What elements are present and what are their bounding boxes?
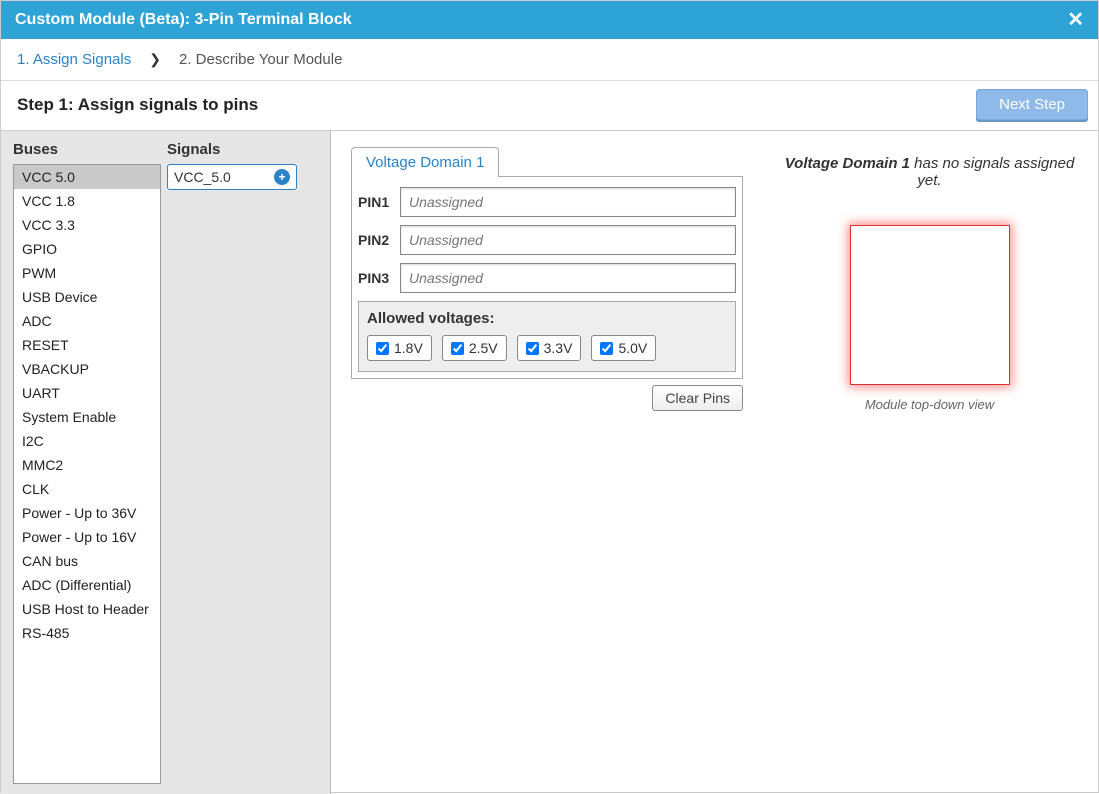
- breadcrumb: 1. Assign Signals ❯ 2. Describe Your Mod…: [1, 39, 1098, 81]
- breadcrumb-step-1[interactable]: 1. Assign Signals: [17, 51, 131, 68]
- pin-row: PIN1: [358, 187, 736, 217]
- bus-item[interactable]: Power - Up to 36V: [14, 501, 160, 525]
- voltage-domain-panel: PIN1 PIN2 PIN3 Allowed voltages: 1.8V 2.5V 3…: [351, 176, 743, 379]
- bus-item[interactable]: I2C: [14, 429, 160, 453]
- breadcrumb-step-2[interactable]: 2. Describe Your Module: [179, 51, 342, 68]
- window-title: Custom Module (Beta): 3-Pin Terminal Blo…: [15, 11, 352, 29]
- pin-row: PIN2: [358, 225, 736, 255]
- voltage-label: 3.3V: [544, 340, 573, 356]
- voltage-option[interactable]: 3.3V: [517, 335, 582, 361]
- voltage-label: 2.5V: [469, 340, 498, 356]
- bus-item[interactable]: VCC 1.8: [14, 189, 160, 213]
- bus-item[interactable]: VCC 5.0: [14, 165, 160, 189]
- pin-row: PIN3: [358, 263, 736, 293]
- bus-item[interactable]: RESET: [14, 333, 160, 357]
- signal-chip[interactable]: VCC_5.0 +: [167, 164, 297, 190]
- bus-item[interactable]: UART: [14, 381, 160, 405]
- right-pane: Voltage Domain 1 has no signals assigned…: [751, 131, 1098, 794]
- domain-name: Voltage Domain 1: [785, 155, 910, 172]
- voltage-option[interactable]: 2.5V: [442, 335, 507, 361]
- voltage-label: 1.8V: [394, 340, 423, 356]
- bus-item[interactable]: USB Host to Header: [14, 597, 160, 621]
- pin-label: PIN1: [358, 194, 400, 210]
- pin-input[interactable]: [400, 187, 736, 217]
- allowed-voltages-box: Allowed voltages: 1.8V 2.5V 3.3V 5.0V: [358, 301, 736, 372]
- signals-column: Signals VCC_5.0 +: [167, 141, 297, 784]
- clear-pins-button[interactable]: Clear Pins: [652, 385, 743, 411]
- bus-item[interactable]: ADC: [14, 309, 160, 333]
- bus-item[interactable]: USB Device: [14, 285, 160, 309]
- bus-item[interactable]: ADC (Differential): [14, 573, 160, 597]
- next-step-button[interactable]: Next Step: [976, 89, 1088, 120]
- titlebar: Custom Module (Beta): 3-Pin Terminal Blo…: [1, 1, 1098, 39]
- domain-msg-rest: has no signals assigned yet.: [910, 155, 1074, 189]
- bus-item[interactable]: CAN bus: [14, 549, 160, 573]
- voltage-option[interactable]: 1.8V: [367, 335, 432, 361]
- bus-item[interactable]: System Enable: [14, 405, 160, 429]
- pin-input[interactable]: [400, 225, 736, 255]
- signal-chip-label: VCC_5.0: [174, 169, 231, 185]
- chevron-right-icon: ❯: [149, 51, 161, 68]
- bus-list[interactable]: VCC 5.0VCC 1.8VCC 3.3GPIOPWMUSB DeviceAD…: [13, 164, 161, 784]
- pin-label: PIN3: [358, 270, 400, 286]
- close-icon[interactable]: ✕: [1067, 10, 1084, 30]
- module-caption: Module top-down view: [781, 397, 1078, 412]
- left-pane: Buses VCC 5.0VCC 1.8VCC 3.3GPIOPWMUSB De…: [1, 131, 331, 794]
- voltage-checkbox[interactable]: [451, 342, 464, 355]
- signals-header: Signals: [167, 141, 297, 158]
- voltage-label: 5.0V: [618, 340, 647, 356]
- bus-item[interactable]: RS-485: [14, 621, 160, 645]
- step-title: Step 1: Assign signals to pins: [17, 95, 258, 115]
- step-header: Step 1: Assign signals to pins Next Step: [1, 81, 1098, 131]
- bus-item[interactable]: MMC2: [14, 453, 160, 477]
- voltage-checkbox[interactable]: [526, 342, 539, 355]
- module-preview: [850, 225, 1010, 385]
- bus-item[interactable]: PWM: [14, 261, 160, 285]
- pin-input[interactable]: [400, 263, 736, 293]
- voltage-option[interactable]: 5.0V: [591, 335, 656, 361]
- tab-voltage-domain-1[interactable]: Voltage Domain 1: [351, 147, 499, 177]
- bus-item[interactable]: VCC 3.3: [14, 213, 160, 237]
- center-pane: Voltage Domain 1 PIN1 PIN2 PIN3 Allowed vo…: [331, 131, 751, 794]
- pin-label: PIN2: [358, 232, 400, 248]
- allowed-voltages-title: Allowed voltages:: [367, 310, 727, 327]
- domain-status-message: Voltage Domain 1 has no signals assigned…: [781, 155, 1078, 189]
- bus-item[interactable]: GPIO: [14, 237, 160, 261]
- main-area: Buses VCC 5.0VCC 1.8VCC 3.3GPIOPWMUSB De…: [1, 131, 1098, 794]
- plus-circle-icon[interactable]: +: [274, 169, 290, 185]
- buses-column: Buses VCC 5.0VCC 1.8VCC 3.3GPIOPWMUSB De…: [13, 141, 161, 784]
- voltage-checkbox[interactable]: [600, 342, 613, 355]
- bus-item[interactable]: CLK: [14, 477, 160, 501]
- bus-item[interactable]: Power - Up to 16V: [14, 525, 160, 549]
- buses-header: Buses: [13, 141, 161, 158]
- voltage-checkbox[interactable]: [376, 342, 389, 355]
- bus-item[interactable]: VBACKUP: [14, 357, 160, 381]
